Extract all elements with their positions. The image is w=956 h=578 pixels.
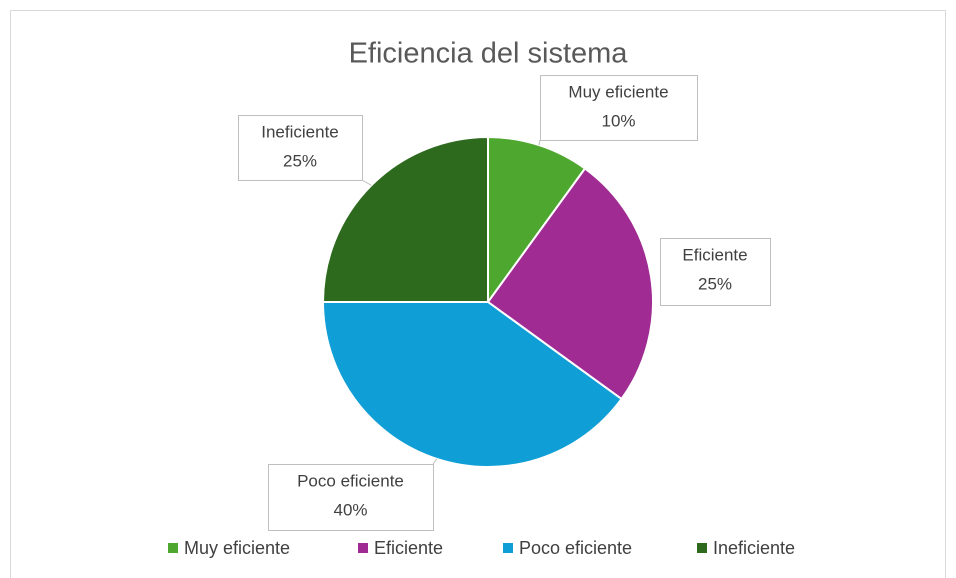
- data-label-box: [660, 238, 771, 306]
- leader-line: [538, 139, 541, 146]
- data-label-value: 25%: [698, 274, 732, 293]
- leader-line: [432, 458, 438, 465]
- data-label-name: Poco eficiente: [297, 471, 404, 490]
- legend-label: Poco eficiente: [519, 538, 632, 558]
- data-label-name: Muy eficiente: [568, 82, 668, 101]
- data-label-value: 10%: [601, 111, 635, 130]
- leader-line: [361, 179, 372, 186]
- data-label-box: [540, 75, 698, 141]
- data-label-box: [268, 464, 434, 531]
- legend-swatch: [168, 543, 178, 553]
- data-label-value: 40%: [333, 500, 367, 519]
- legend-label: Eficiente: [374, 538, 443, 558]
- pie-slice: [486, 167, 655, 401]
- pie-slice: [321, 301, 623, 468]
- legend-swatch: [697, 543, 707, 553]
- legend-swatch: [358, 543, 368, 553]
- legend-label: Ineficiente: [713, 538, 795, 558]
- data-label-box: [238, 115, 363, 181]
- chart-title: Eficiencia del sistema: [349, 38, 629, 70]
- data-label-name: Eficiente: [682, 245, 747, 264]
- legend-swatch: [503, 543, 513, 553]
- data-label-name: Ineficiente: [261, 122, 339, 141]
- data-label-value: 25%: [283, 151, 317, 170]
- pie-slice: [321, 135, 489, 303]
- legend-label: Muy eficiente: [184, 538, 290, 558]
